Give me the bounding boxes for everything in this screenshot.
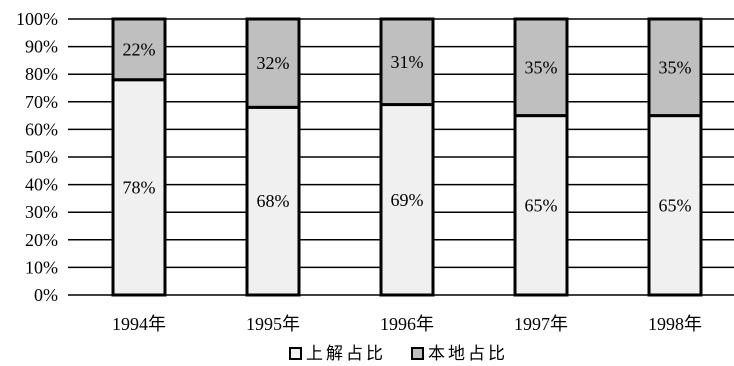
legend-label: 本地占比 [428,344,508,364]
data-label: 68% [257,191,290,211]
bar-segment-upper-remit [647,114,703,297]
bar-segment-local [379,17,435,107]
x-tick-label: 1998年 [648,314,702,334]
y-tick-label: 80% [25,64,58,84]
bar-segment-local [513,17,569,118]
data-label: 69% [391,190,424,210]
x-axis: 1994年 1995年 1996年 1997年 1998年 [112,314,702,334]
x-tick-label: 1997年 [514,314,568,334]
data-label: 22% [123,39,156,59]
bar-segment-upper-remit [111,78,167,297]
y-tick-label: 10% [25,257,58,277]
y-tick-label: 30% [25,202,58,222]
y-tick-label: 20% [25,230,58,250]
y-tick-label: 60% [25,119,58,139]
legend-swatch [289,347,302,360]
x-tick-label: 1995年 [246,314,300,334]
bar-segment-local [647,17,703,118]
data-label: 65% [659,195,692,215]
y-tick-label: 90% [25,37,58,57]
bar-segment-local [111,17,167,82]
y-tick-label: 50% [25,147,58,167]
y-tick-label: 0% [34,285,58,305]
data-label: 65% [525,195,558,215]
y-axis: 0% 10% 20% 30% 40% 50% 60% 70% 80% 90% 100% [16,9,58,305]
legend-label: 上解占比 [306,344,386,364]
x-tick-label: 1994年 [112,314,166,334]
data-label: 32% [257,53,290,73]
bar-segment-local [245,17,301,109]
data-label: 78% [123,177,156,197]
data-label: 35% [659,57,692,77]
y-tick-label: 70% [25,92,58,112]
bars: 78% 22% 68% 32% 69% 31% 65% 35% 65% 35% [111,17,703,297]
bar-segment-upper-remit [513,114,569,297]
bar-segment-upper-remit [245,105,301,297]
y-tick-label: 100% [16,9,58,29]
data-label: 31% [391,52,424,72]
data-label: 35% [525,57,558,77]
legend: 上解占比 本地占比 [289,344,508,364]
legend-swatch [411,347,424,360]
y-tick-label: 40% [25,175,58,195]
x-tick-label: 1996年 [380,314,434,334]
